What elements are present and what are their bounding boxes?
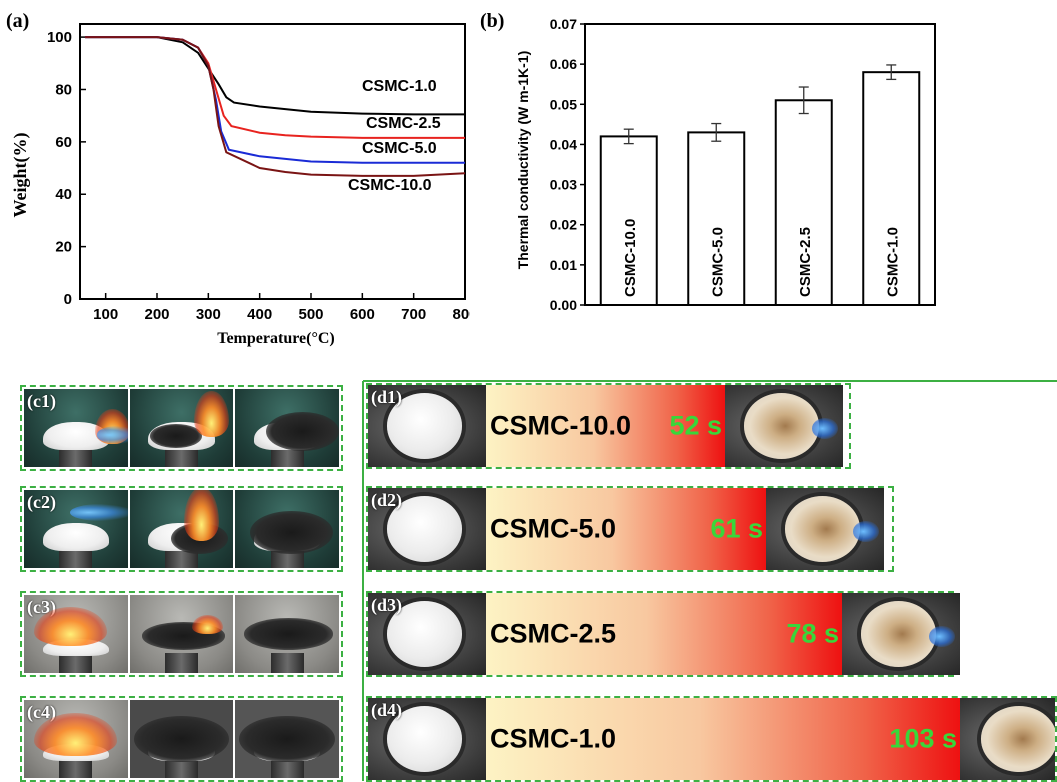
photo-c4-1: (c4) <box>24 700 128 778</box>
time-label-d2: 61 s <box>710 513 763 544</box>
burn-time-bar-d2: CSMC-5.0 61 s <box>486 488 766 570</box>
photo-d1-before: (d1) <box>368 385 486 467</box>
panel-label-c2: (c2) <box>27 492 56 512</box>
y-axis-label-b: Thermal conductivity (W m-1K-1) <box>515 51 531 270</box>
x-tick-label-a: 800 <box>452 306 470 323</box>
photo-c4-3 <box>235 700 340 778</box>
bar-csmc-1.0 <box>862 71 921 306</box>
panel-label-d1: (d1) <box>371 387 402 407</box>
tga-chart: (a) 100 200 300 400 500 600 700 800 0 20 40 60 80 100… <box>6 10 470 347</box>
time-label-d4: 103 s <box>889 723 957 754</box>
panel-label-b: (b) <box>480 10 504 32</box>
x-tick-label-a: 200 <box>144 306 169 323</box>
panel-label-c4: (c4) <box>27 702 56 722</box>
photo-d3-before: (d3) <box>368 593 486 675</box>
panel-label-a: (a) <box>6 10 29 32</box>
photo-d2-before: (d2) <box>368 488 486 570</box>
series-line-csmc-10.0 <box>85 36 466 177</box>
burn-time-bar-d1: CSMC-10.0 52 s <box>486 385 725 467</box>
photo-c3-3 <box>235 595 340 673</box>
bar-csmc-2.5 <box>774 99 833 307</box>
plot-frame-b <box>584 23 936 306</box>
series-label-csmc-10: CSMC-10.0 <box>348 177 432 194</box>
x-tick-label-a: 700 <box>401 306 426 323</box>
photo-row-c4: (c4) <box>20 696 343 782</box>
photo-d3-after <box>842 593 960 675</box>
photo-c2-2 <box>129 490 234 568</box>
photo-d4-after <box>960 698 1055 780</box>
photo-d4-before: (d4) <box>368 698 486 780</box>
series-label-csmc-2-5: CSMC-2.5 <box>366 115 441 132</box>
series-line-csmc-1.0 <box>85 36 465 116</box>
x-axis-label-a: Temperature(°C) <box>217 330 334 347</box>
panel-label-d3: (d3) <box>371 595 402 615</box>
photo-c2-3 <box>235 490 340 568</box>
y-tick-label-a: 20 <box>55 239 72 256</box>
y-tick-label-b: 0.06 <box>550 56 577 72</box>
bar-label-csmc-10.0: CSMC-10.0 <box>622 219 639 297</box>
y-tick-label-b: 0.02 <box>550 217 577 233</box>
y-tick-label-b: 0.01 <box>550 257 577 273</box>
photo-row-c1: (c1) <box>20 385 343 471</box>
time-label-d3: 78 s <box>786 618 839 649</box>
y-axis-label-a: Weight(%) <box>10 133 31 218</box>
panel-label-d2: (d2) <box>371 490 402 510</box>
burn-row-d1: (d1) CSMC-10.0 52 s <box>366 383 851 469</box>
photo-d1-after <box>725 385 843 467</box>
bar-label-csmc-1.0: CSMC-1.0 <box>884 227 901 297</box>
time-label-d1: 52 s <box>669 410 722 441</box>
x-tick-label-a: 300 <box>196 306 221 323</box>
photo-c2-1: (c2) <box>24 490 128 568</box>
y-tick-label-a: 60 <box>55 134 72 151</box>
y-tick-label-a: 100 <box>47 29 72 46</box>
y-tick-label-b: 0.04 <box>550 136 577 152</box>
burn-time-bar-d4: CSMC-1.0 103 s <box>486 698 960 780</box>
y-tick-label-b: 0.05 <box>550 96 577 112</box>
photo-c1-1: (c1) <box>24 389 128 467</box>
photo-row-c3: (c3) <box>20 591 343 677</box>
x-tick-label-a: 400 <box>247 306 272 323</box>
bar-csmc-10.0 <box>599 135 658 306</box>
series-label-csmc-5: CSMC-5.0 <box>362 140 437 157</box>
photo-c4-2 <box>129 700 234 778</box>
bar-label-d2: CSMC-5.0 <box>490 513 617 544</box>
y-tick-label-a: 40 <box>55 186 72 203</box>
bar-csmc-5.0 <box>687 131 746 306</box>
x-tick-label-a: 100 <box>93 306 118 323</box>
y-tick-label-b: 0.00 <box>550 297 577 313</box>
series-label-csmc-1: CSMC-1.0 <box>362 78 437 95</box>
plot-frame-a <box>79 23 466 300</box>
bar-label-d1: CSMC-10.0 <box>490 410 632 441</box>
photo-c3-2 <box>129 595 234 673</box>
photo-d2-after <box>766 488 884 570</box>
panel-label-c1: (c1) <box>27 391 56 411</box>
y-tick-label-b: 0.07 <box>550 16 577 32</box>
bar-label-csmc-5.0: CSMC-5.0 <box>709 227 726 297</box>
photo-row-c2: (c2) <box>20 486 343 572</box>
bar-label-d4: CSMC-1.0 <box>490 723 617 754</box>
y-tick-label-b: 0.03 <box>550 177 577 193</box>
burn-row-d4: (d4) CSMC-1.0 103 s <box>366 696 1057 782</box>
photo-c3-1: (c3) <box>24 595 128 673</box>
x-tick-label-a: 600 <box>350 306 375 323</box>
y-tick-label-a: 80 <box>55 81 72 98</box>
burn-time-bar-d3: CSMC-2.5 78 s <box>486 593 842 675</box>
photo-c1-2 <box>129 389 234 467</box>
bar-label-csmc-2.5: CSMC-2.5 <box>797 227 814 297</box>
burn-row-d3: (d3) CSMC-2.5 78 s <box>366 591 960 677</box>
x-tick-label-a: 500 <box>298 306 323 323</box>
photo-c1-3 <box>235 389 340 467</box>
bar-label-d3: CSMC-2.5 <box>490 618 617 649</box>
panel-label-d4: (d4) <box>371 700 402 720</box>
y-tick-label-a: 0 <box>64 291 72 308</box>
burn-row-d2: (d2) CSMC-5.0 61 s <box>366 486 894 572</box>
